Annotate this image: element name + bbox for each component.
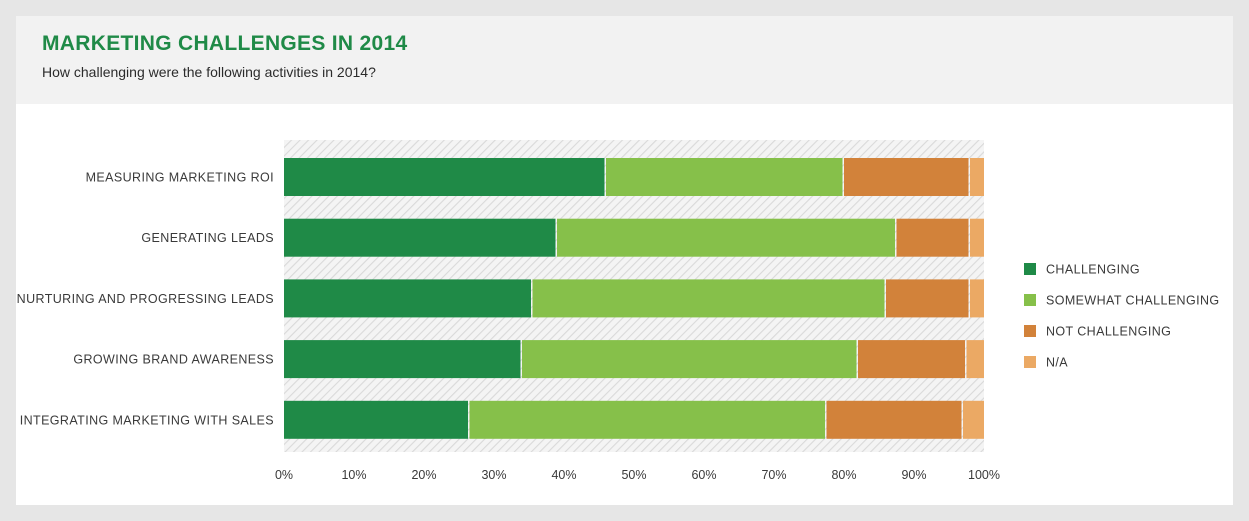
legend-label-n-a: N/A: [1046, 356, 1068, 370]
chart-card: MARKETING CHALLENGES IN 2014 How challen…: [16, 16, 1233, 505]
category-label: MEASURING MARKETING ROI: [86, 171, 274, 185]
bar-generating-leads-n-a: [970, 218, 984, 257]
bar-nurturing-and-progressing-leads-challenging: [284, 279, 531, 318]
x-tick-label: 60%: [691, 468, 716, 482]
legend-swatch-somewhat-challenging: [1024, 294, 1036, 306]
bar-integrating-marketing-with-sales-somewhat-challenging: [469, 400, 825, 439]
legend: CHALLENGING SOMEWHAT CHALLENGING NOT CHALL…: [1024, 263, 1220, 370]
x-tick-label: 80%: [831, 468, 856, 482]
chart-title: MARKETING CHALLENGES IN 2014: [42, 32, 408, 55]
bar-nurturing-and-progressing-leads-n-a: [970, 279, 984, 318]
legend-swatch-challenging: [1024, 263, 1036, 275]
x-tick-label: 50%: [621, 468, 646, 482]
bar-nurturing-and-progressing-leads-not-challenging: [886, 279, 969, 318]
category-label: INTEGRATING MARKETING WITH SALES: [20, 413, 274, 427]
bar-generating-leads-not-challenging: [896, 218, 969, 257]
x-tick-label: 20%: [411, 468, 436, 482]
bar-integrating-marketing-with-sales-challenging: [284, 400, 468, 439]
chart-header: MARKETING CHALLENGES IN 2014 How challen…: [16, 16, 1233, 104]
category-label: GROWING BRAND AWARENESS: [73, 353, 274, 367]
bar-measuring-marketing-roi-somewhat-challenging: [606, 158, 843, 196]
chart-subtitle: How challenging were the following activ…: [42, 64, 376, 80]
bar-growing-brand-awareness-n-a: [966, 340, 984, 379]
x-tick-label: 0%: [275, 468, 293, 482]
x-tick-label: 90%: [901, 468, 926, 482]
x-axis-ticks: 0% 10% 20% 30% 40% 50% 60% 70% 80% 90% 100%: [275, 468, 1000, 482]
category-labels: MEASURING MARKETING ROI GENERATING LEADS N…: [17, 171, 274, 428]
legend-swatch-not-challenging: [1024, 325, 1036, 337]
legend-label-challenging: CHALLENGING: [1046, 263, 1140, 277]
bar-integrating-marketing-with-sales-not-challenging: [826, 400, 962, 439]
x-tick-label: 100%: [968, 468, 1000, 482]
bar-integrating-marketing-with-sales-n-a: [963, 400, 984, 439]
x-tick-label: 40%: [551, 468, 576, 482]
x-tick-label: 10%: [341, 468, 366, 482]
category-label: GENERATING LEADS: [141, 231, 274, 245]
category-label: NURTURING AND PROGRESSING LEADS: [17, 292, 274, 306]
x-tick-label: 70%: [761, 468, 786, 482]
bars-group: [284, 158, 984, 439]
bar-measuring-marketing-roi-n-a: [970, 158, 984, 196]
legend-swatch-n-a: [1024, 356, 1036, 368]
bar-nurturing-and-progressing-leads-somewhat-challenging: [532, 279, 885, 318]
bar-generating-leads-somewhat-challenging: [557, 218, 895, 257]
bar-growing-brand-awareness-challenging: [284, 340, 521, 379]
bar-measuring-marketing-roi-challenging: [284, 158, 605, 196]
bar-measuring-marketing-roi-not-challenging: [844, 158, 969, 196]
bar-growing-brand-awareness-somewhat-challenging: [522, 340, 857, 379]
stacked-bar-chart: MEASURING MARKETING ROI GENERATING LEADS N…: [17, 140, 1220, 482]
bar-growing-brand-awareness-not-challenging: [858, 340, 965, 379]
legend-label-not-challenging: NOT CHALLENGING: [1046, 325, 1171, 339]
x-tick-label: 30%: [481, 468, 506, 482]
bar-generating-leads-challenging: [284, 218, 556, 257]
legend-label-somewhat-challenging: SOMEWHAT CHALLENGING: [1046, 294, 1220, 308]
